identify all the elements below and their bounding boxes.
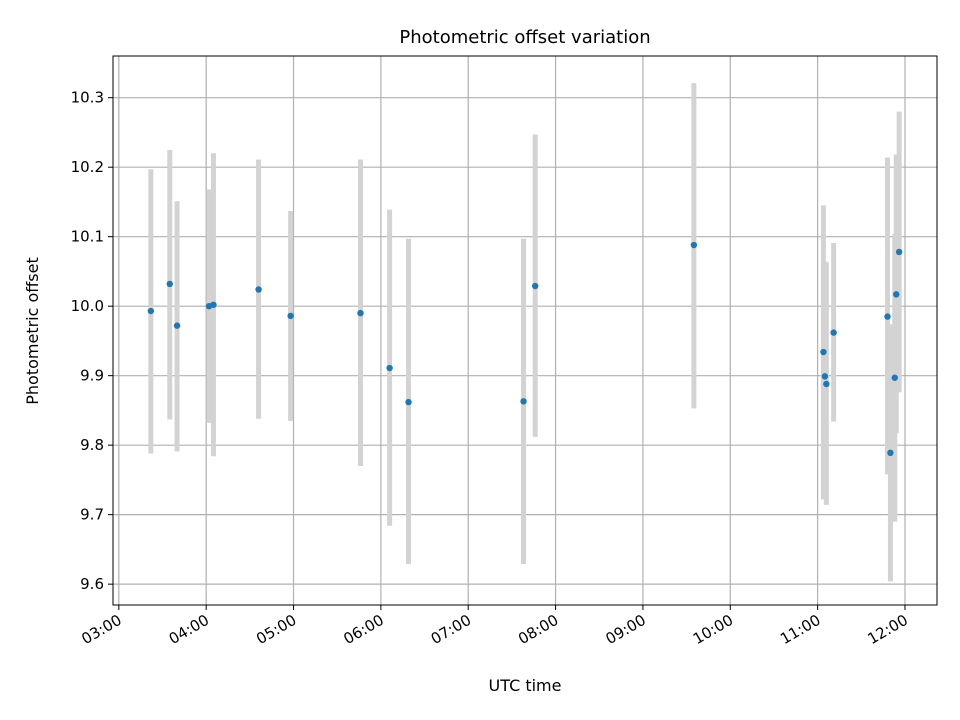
data-point — [893, 291, 900, 298]
data-point — [386, 364, 393, 372]
data-point — [823, 380, 830, 388]
data-point — [147, 307, 155, 315]
data-point — [255, 286, 262, 293]
data-point — [531, 282, 539, 290]
data-point — [821, 373, 829, 380]
data-point — [405, 398, 412, 406]
data-point — [895, 248, 903, 256]
data-point — [173, 322, 181, 329]
data-point — [830, 329, 837, 336]
y-tick-label: 10.3 — [71, 89, 104, 107]
data-points — [147, 241, 903, 457]
data-point — [887, 449, 894, 457]
y-axis-label: Photometric offset — [23, 257, 42, 405]
y-tick-label: 9.6 — [80, 575, 104, 593]
data-point — [820, 348, 827, 356]
y-tick-label: 10.1 — [71, 228, 104, 246]
data-point — [166, 280, 173, 288]
data-point — [690, 241, 698, 249]
data-point — [287, 312, 294, 320]
y-tick-label: 10.0 — [71, 297, 104, 315]
data-point — [891, 374, 898, 381]
y-tick-label: 9.9 — [80, 367, 104, 385]
data-point — [884, 313, 891, 320]
y-tick-label: 10.2 — [71, 158, 104, 176]
data-point — [210, 301, 217, 308]
y-tick-label: 9.7 — [80, 506, 104, 524]
data-point — [520, 398, 527, 405]
y-tick-label: 9.8 — [80, 436, 104, 454]
plot-frame — [112, 55, 938, 606]
x-axis-label: UTC time — [489, 676, 562, 695]
data-point — [357, 309, 364, 317]
chart-title: Photometric offset variation — [399, 27, 650, 48]
